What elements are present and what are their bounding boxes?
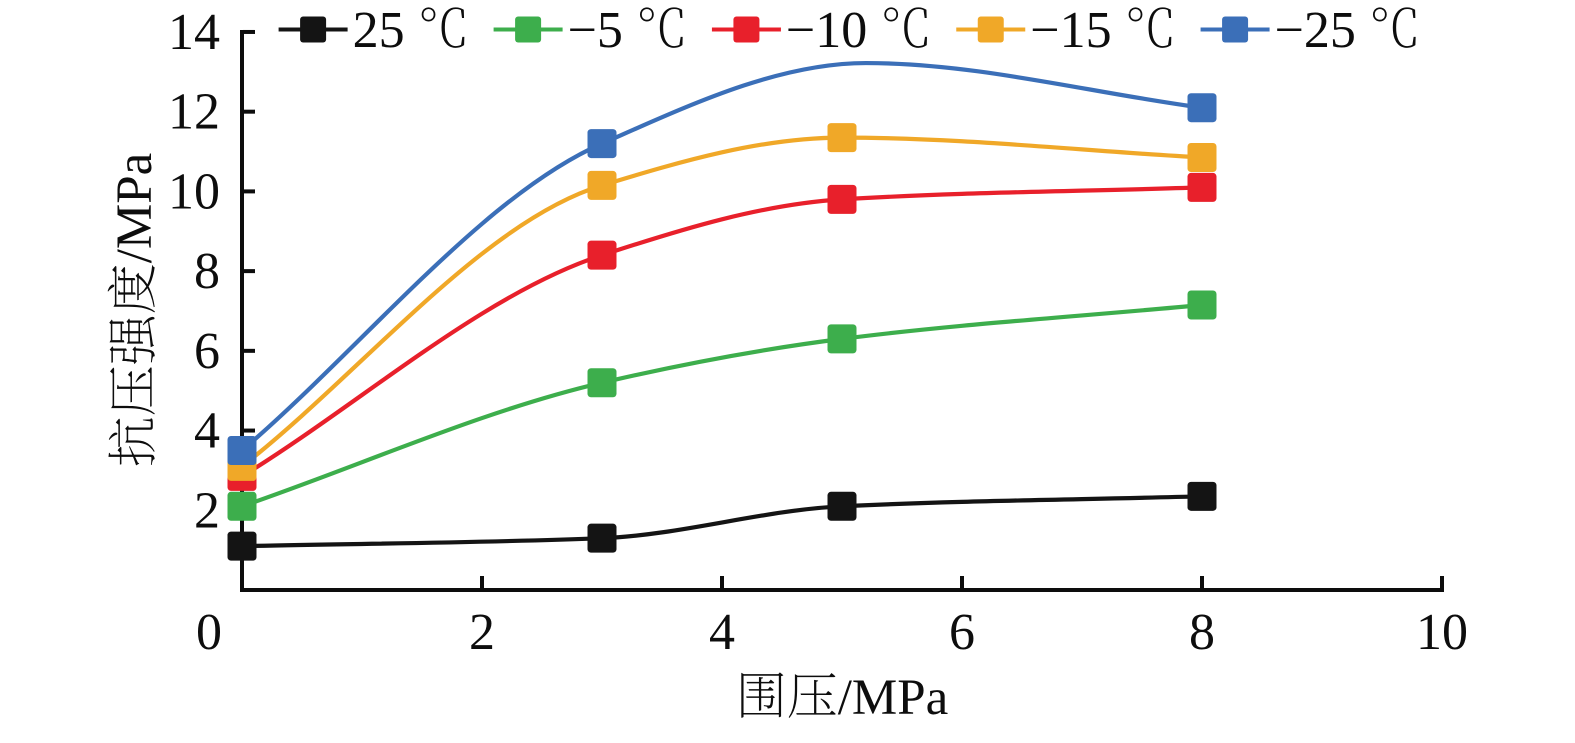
y-title-glyph xyxy=(107,265,155,313)
series-−5℃: −5 ℃ xyxy=(227,290,1217,521)
legend-marker xyxy=(300,16,327,43)
x-tick-label: 6 xyxy=(949,604,975,661)
data-marker xyxy=(587,240,617,270)
legend-label-text: 25 xyxy=(353,2,405,59)
y-tick-label: 14 xyxy=(168,4,220,61)
y-tick-label: 8 xyxy=(194,243,220,300)
data-marker xyxy=(1187,481,1217,511)
series-line xyxy=(241,494,1203,549)
legend-label-glyph xyxy=(639,7,683,48)
y-tick-label: 2 xyxy=(194,482,220,539)
x-title-glyph xyxy=(788,673,836,718)
series-group: 25 ℃−5 ℃−10 ℃−15 ℃−25 ℃ xyxy=(227,60,1217,561)
x-title-text: /MPa xyxy=(838,670,949,726)
y-title-text: /MPa xyxy=(107,153,163,264)
y-tick-label: 10 xyxy=(168,163,220,220)
data-marker xyxy=(587,368,617,398)
series-line xyxy=(241,302,1203,509)
data-marker xyxy=(227,531,257,561)
x-tick-label: 4 xyxy=(709,604,735,661)
y-tick-label: 12 xyxy=(168,84,220,141)
legend-label-text: −10 xyxy=(786,2,867,59)
data-marker xyxy=(827,184,857,214)
legend: 25 ℃ 25 −5 ℃ −5 −10 ℃ −10 −15 ℃ −15 −25 ℃ −25 xyxy=(278,2,1416,59)
series-line xyxy=(240,135,1203,469)
data-marker xyxy=(1187,143,1217,173)
legend-item: −25 ℃ −25 xyxy=(1200,2,1416,59)
data-marker xyxy=(587,170,617,200)
legend-item: −15 ℃ −15 xyxy=(956,2,1172,59)
legend-item: −10 ℃ −10 xyxy=(711,2,928,59)
data-marker xyxy=(587,523,617,553)
x-tick-label: 10 xyxy=(1416,604,1468,661)
y-tick-label: 4 xyxy=(194,403,220,460)
x-tick-label: 2 xyxy=(469,604,495,661)
legend-label-text: −5 xyxy=(568,2,623,59)
axes: 0 2 4 6 8 10 2 4 6 8 10 12 14 xyxy=(168,4,1468,661)
data-marker xyxy=(227,435,257,465)
y-tick-label: 6 xyxy=(194,323,220,380)
y-title-glyph xyxy=(110,367,155,415)
series-line xyxy=(240,60,1203,453)
series-line xyxy=(240,185,1203,479)
legend-marker xyxy=(515,16,542,43)
data-marker xyxy=(827,324,857,354)
legend-label-text: −15 xyxy=(1030,2,1111,59)
legend-item: 25 ℃ 25 xyxy=(278,2,465,59)
data-marker xyxy=(227,491,257,521)
x-axis-title: 围压/MPa/MPa xyxy=(741,670,948,726)
series-−25℃: −25 ℃ xyxy=(227,60,1217,465)
x-tick-label: 0 xyxy=(196,604,222,661)
legend-label-text: −25 xyxy=(1275,2,1356,59)
data-marker xyxy=(827,123,857,153)
legend-label-glyph xyxy=(1128,7,1172,48)
legend-marker xyxy=(977,16,1004,43)
x-title-glyph xyxy=(741,672,784,718)
data-marker xyxy=(1187,172,1217,202)
legend-label-glyph xyxy=(1372,7,1416,48)
legend-marker xyxy=(1222,16,1249,43)
y-axis-title: 抗压强度/MPa/MPa xyxy=(107,153,163,466)
legend-item: −5 ℃ −5 xyxy=(493,2,683,59)
legend-label-glyph xyxy=(421,7,465,48)
data-marker xyxy=(1187,93,1217,123)
data-marker xyxy=(1187,290,1217,320)
data-marker xyxy=(587,129,617,159)
data-marker xyxy=(827,491,857,521)
axis-lines xyxy=(240,29,1444,592)
y-title-glyph xyxy=(109,316,155,365)
series-−10℃: −10 ℃ xyxy=(227,172,1217,491)
x-tick-label: 8 xyxy=(1189,604,1215,661)
legend-marker xyxy=(733,16,760,43)
series-25℃: 25 ℃ xyxy=(227,481,1217,561)
y-title-glyph xyxy=(108,418,155,466)
legend-label-glyph xyxy=(884,7,928,48)
